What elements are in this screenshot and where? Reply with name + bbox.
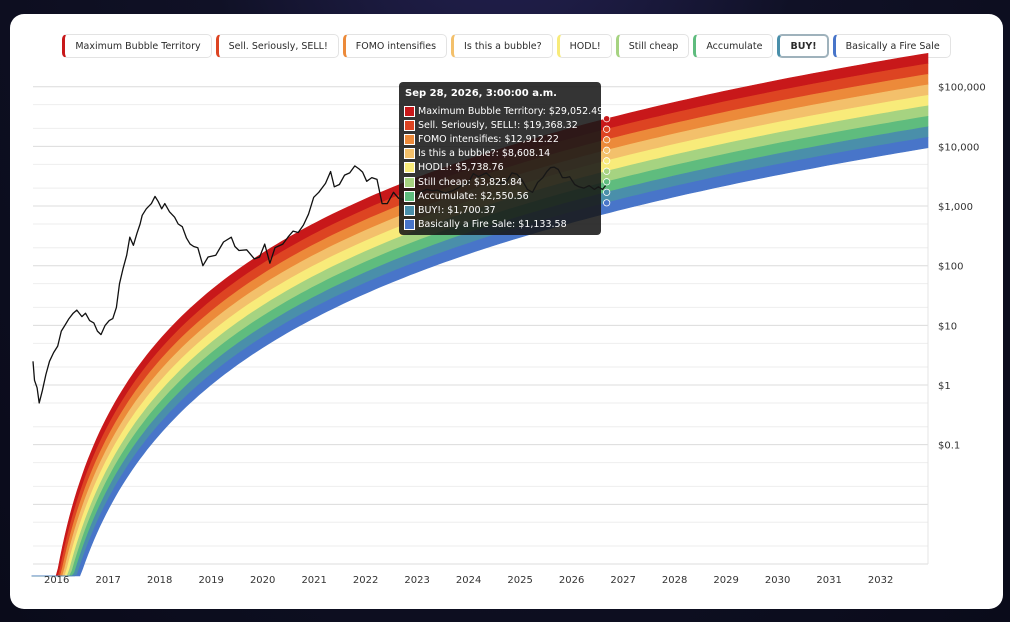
- y-tick-label: $1: [938, 381, 951, 392]
- x-tick-label: 2017: [95, 575, 120, 586]
- x-tick-label: 2021: [301, 575, 326, 586]
- tooltip-swatch: [404, 176, 415, 188]
- x-tick-label: 2027: [610, 575, 635, 586]
- chart-card: Maximum Bubble Territory Sell. Seriously,…: [10, 14, 1003, 609]
- x-tick-label: 2020: [250, 575, 275, 586]
- tooltip-row: HODL!: $5,738.76: [404, 161, 596, 175]
- hover-marker: [603, 146, 611, 154]
- hover-marker: [603, 167, 611, 175]
- legend-item-fomo-intensifies[interactable]: FOMO intensifies: [342, 34, 448, 58]
- hover-marker: [603, 125, 611, 133]
- tooltip-swatch: [404, 219, 415, 231]
- tooltip-row-label: Still cheap: $3,825.84: [418, 176, 523, 188]
- tooltip-title: Sep 28, 2026, 3:00:00 a.m.: [405, 88, 557, 99]
- tooltip-row: Still cheap: $3,825.84: [404, 175, 596, 189]
- legend-item-buy[interactable]: BUY!: [777, 34, 829, 58]
- y-tick-label: $100: [938, 262, 963, 273]
- hover-marker: [603, 157, 611, 165]
- x-tick-label: 2025: [507, 575, 532, 586]
- tooltip-row-label: Is this a bubble?: $8,608.14: [418, 148, 551, 160]
- tooltip-row: Is this a bubble?: $8,608.14: [404, 147, 596, 161]
- hover-marker: [603, 199, 611, 207]
- tooltip-row-label: HODL!: $5,738.76: [418, 162, 504, 174]
- x-tick-label: 2032: [868, 575, 893, 586]
- tooltip-swatch: [404, 133, 415, 145]
- y-tick-label: $100,000: [938, 83, 986, 94]
- x-tick-label: 2030: [765, 575, 790, 586]
- band-basically-a-fire-sale: [31, 136, 929, 577]
- hover-marker: [603, 136, 611, 144]
- tooltip-swatch: [404, 190, 415, 202]
- x-tick-label: 2031: [816, 575, 841, 586]
- tooltip-row-label: Basically a Fire Sale: $1,133.58: [418, 219, 567, 231]
- legend-item-accumulate[interactable]: Accumulate: [693, 34, 774, 58]
- hover-marker: [603, 188, 611, 196]
- tooltip-row-label: Maximum Bubble Territory: $29,052.49: [418, 105, 604, 117]
- x-tick-label: 2026: [559, 575, 584, 586]
- tooltip-row: FOMO intensifies: $12,912.22: [404, 132, 596, 146]
- tooltip-rows: Maximum Bubble Territory: $29,052.49 Sell…: [404, 104, 603, 232]
- legend-item-still-cheap[interactable]: Still cheap: [615, 34, 690, 58]
- legend-item-maximum-bubble-territory[interactable]: Maximum Bubble Territory: [62, 34, 212, 58]
- tooltip-swatch: [404, 119, 415, 131]
- tooltip-swatch: [404, 162, 415, 174]
- tooltip-row: Accumulate: $2,550.56: [404, 189, 596, 203]
- tooltip-row: BUY!: $1,700.37: [404, 203, 596, 217]
- y-tick-label: $10: [938, 321, 957, 332]
- legend: Maximum Bubble Territory Sell. Seriously,…: [10, 34, 1003, 58]
- tooltip-swatch: [404, 204, 415, 216]
- y-tick-label: $10,000: [938, 142, 979, 153]
- hover-marker: [603, 115, 611, 123]
- x-tick-label: 2022: [353, 575, 378, 586]
- tooltip-row-label: FOMO intensifies: $12,912.22: [418, 133, 559, 145]
- legend-item-hodl[interactable]: HODL!: [556, 34, 612, 58]
- tooltip-row: Basically a Fire Sale: $1,133.58: [404, 218, 596, 232]
- tooltip-swatch: [404, 148, 415, 160]
- x-tick-label: 2019: [198, 575, 223, 586]
- legend-item-sell-seriously-sell[interactable]: Sell. Seriously, SELL!: [215, 34, 339, 58]
- x-tick-label: 2024: [456, 575, 481, 586]
- tooltip: Sep 28, 2026, 3:00:00 a.m. Maximum Bubbl…: [399, 82, 603, 235]
- tooltip-row-label: Sell. Seriously, SELL!: $19,368.32: [418, 119, 578, 131]
- x-tick-label: 2023: [404, 575, 429, 586]
- x-tick-label: 2016: [44, 575, 69, 586]
- legend-item-basically-a-fire-sale[interactable]: Basically a Fire Sale: [832, 34, 951, 58]
- tooltip-row-label: BUY!: $1,700.37: [418, 204, 496, 216]
- x-tick-label: 2028: [662, 575, 687, 586]
- legend-item-is-this-a-bubble[interactable]: Is this a bubble?: [451, 34, 553, 58]
- tooltip-row: Sell. Seriously, SELL!: $19,368.32: [404, 118, 596, 132]
- x-tick-label: 2018: [147, 575, 172, 586]
- hover-marker: [603, 178, 611, 186]
- y-tick-label: $1,000: [938, 202, 973, 213]
- x-tick-label: 2029: [713, 575, 738, 586]
- tooltip-swatch: [404, 105, 415, 117]
- tooltip-row-label: Accumulate: $2,550.56: [418, 190, 529, 202]
- tooltip-row: Maximum Bubble Territory: $29,052.49: [404, 104, 603, 118]
- y-tick-label: $0.1: [938, 441, 960, 452]
